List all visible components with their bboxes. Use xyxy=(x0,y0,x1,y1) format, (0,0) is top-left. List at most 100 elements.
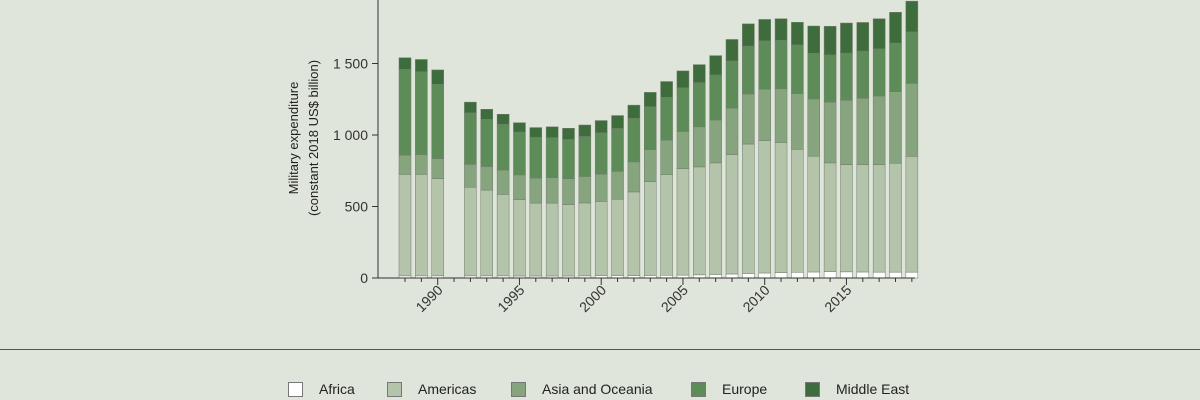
bar-middle-east-1994 xyxy=(496,114,510,125)
bar-americas-2007 xyxy=(709,162,722,275)
bar-americas-2006 xyxy=(693,166,706,276)
bar-stack-2018 xyxy=(889,12,902,279)
bar-asia-and-oceania-2018 xyxy=(889,91,902,164)
bar-americas-2000 xyxy=(594,201,608,276)
bar-americas-1990 xyxy=(431,178,444,277)
legend-item-middle-east: Middle East xyxy=(805,381,909,397)
bar-stack-1995 xyxy=(513,122,526,279)
bar-americas-2003 xyxy=(644,181,657,276)
bar-stack-2000 xyxy=(594,120,608,279)
bar-asia-and-oceania-1992 xyxy=(464,164,477,188)
bar-africa-2017 xyxy=(872,271,886,279)
bar-middle-east-2003 xyxy=(644,92,657,107)
bar-americas-2002 xyxy=(627,191,641,276)
bar-americas-2010 xyxy=(758,140,771,274)
x-tick-label: 1990 xyxy=(412,282,445,315)
bar-asia-and-oceania-2006 xyxy=(693,126,706,168)
bar-americas-2008 xyxy=(725,154,739,275)
bar-stack-2011 xyxy=(774,18,788,279)
legend-label-africa: Africa xyxy=(319,381,355,397)
bar-middle-east-1988 xyxy=(398,57,412,70)
bar-europe-2019 xyxy=(905,31,919,84)
bar-asia-and-oceania-1997 xyxy=(545,177,559,204)
bar-middle-east-1992 xyxy=(464,101,477,114)
bar-middle-east-2005 xyxy=(676,70,690,89)
bar-europe-1989 xyxy=(415,71,428,155)
bar-middle-east-2008 xyxy=(725,39,739,62)
bar-middle-east-1990 xyxy=(431,69,444,85)
bar-europe-1998 xyxy=(562,139,575,180)
bar-africa-2019 xyxy=(905,271,919,279)
bar-stack-1988 xyxy=(398,57,412,279)
bar-stack-2006 xyxy=(693,64,706,279)
bar-middle-east-2015 xyxy=(840,22,853,54)
bar-middle-east-1996 xyxy=(529,127,543,138)
bar-americas-2016 xyxy=(856,164,870,273)
bar-europe-2007 xyxy=(709,74,722,121)
bar-europe-2012 xyxy=(791,44,804,94)
x-tick-label: 2000 xyxy=(576,282,609,315)
bar-middle-east-2017 xyxy=(872,18,886,50)
x-tick-label: 2005 xyxy=(658,282,691,315)
bar-europe-2008 xyxy=(725,60,739,109)
bar-stack-1989 xyxy=(415,59,428,279)
bar-asia-and-oceania-2001 xyxy=(611,171,624,200)
bar-americas-1998 xyxy=(562,204,575,277)
bar-europe-1990 xyxy=(431,83,444,159)
bar-stack-2004 xyxy=(660,81,673,279)
bar-asia-and-oceania-2017 xyxy=(872,95,886,165)
bar-europe-1988 xyxy=(398,68,412,156)
y-axis-title: Military expenditure (constant 2018 US$ … xyxy=(286,60,321,216)
bar-europe-1994 xyxy=(496,124,510,171)
bar-middle-east-1997 xyxy=(545,126,559,138)
bar-africa-2015 xyxy=(840,271,853,279)
bar-middle-east-2002 xyxy=(627,104,641,119)
x-tick-label: 2010 xyxy=(739,282,772,315)
bar-stack-1994 xyxy=(496,114,510,279)
bar-europe-2015 xyxy=(840,52,853,101)
military-expenditure-chart: Military expenditure (constant 2018 US$ … xyxy=(286,0,919,315)
bar-americas-2011 xyxy=(774,142,788,273)
bar-asia-and-oceania-1993 xyxy=(480,166,493,191)
bar-middle-east-2013 xyxy=(807,25,820,54)
bar-asia-and-oceania-1994 xyxy=(496,169,510,195)
y-axis-title-line1: Military expenditure xyxy=(286,82,301,195)
bar-europe-2009 xyxy=(742,45,755,95)
bar-asia-and-oceania-2009 xyxy=(742,93,755,145)
bar-stack-1996 xyxy=(529,127,543,279)
x-axis-ticks: 1990 1995 2000 2005 2010 2015 xyxy=(404,278,913,315)
legend-label-americas: Americas xyxy=(418,381,477,397)
bar-americas-2015 xyxy=(840,164,853,273)
y-tick-label: 0 xyxy=(360,270,368,286)
bar-asia-and-oceania-1996 xyxy=(529,177,543,204)
divider-line xyxy=(0,349,1200,350)
bar-africa-2018 xyxy=(889,271,902,279)
bar-americas-1993 xyxy=(480,189,493,277)
bar-middle-east-1993 xyxy=(480,109,493,120)
bar-asia-and-oceania-2007 xyxy=(709,119,722,164)
bar-americas-2009 xyxy=(742,143,755,274)
legend-swatch-europe xyxy=(691,381,706,397)
bar-africa-2009 xyxy=(742,273,755,279)
bar-americas-2013 xyxy=(807,155,820,273)
bar-asia-and-oceania-1989 xyxy=(415,154,428,175)
bar-stack-1992 xyxy=(464,101,477,279)
bar-middle-east-2018 xyxy=(889,12,902,44)
bar-americas-1994 xyxy=(496,194,510,277)
bar-americas-2005 xyxy=(676,168,690,276)
bar-europe-2002 xyxy=(627,118,641,163)
bar-asia-and-oceania-1999 xyxy=(578,176,592,204)
legend-swatch-africa xyxy=(288,381,303,397)
bar-americas-2012 xyxy=(791,149,804,273)
bar-stack-1999 xyxy=(578,124,592,279)
bar-asia-and-oceania-2014 xyxy=(823,101,837,164)
bar-middle-east-2009 xyxy=(742,23,755,47)
bar-europe-2013 xyxy=(807,52,820,100)
bar-asia-and-oceania-2016 xyxy=(856,97,870,165)
bar-africa-2016 xyxy=(856,271,870,279)
bar-asia-and-oceania-2015 xyxy=(840,100,853,165)
bar-middle-east-2012 xyxy=(791,22,804,46)
bar-americas-1999 xyxy=(578,202,592,277)
legend-item-americas: Americas xyxy=(387,381,476,397)
bar-americas-2004 xyxy=(660,174,673,276)
